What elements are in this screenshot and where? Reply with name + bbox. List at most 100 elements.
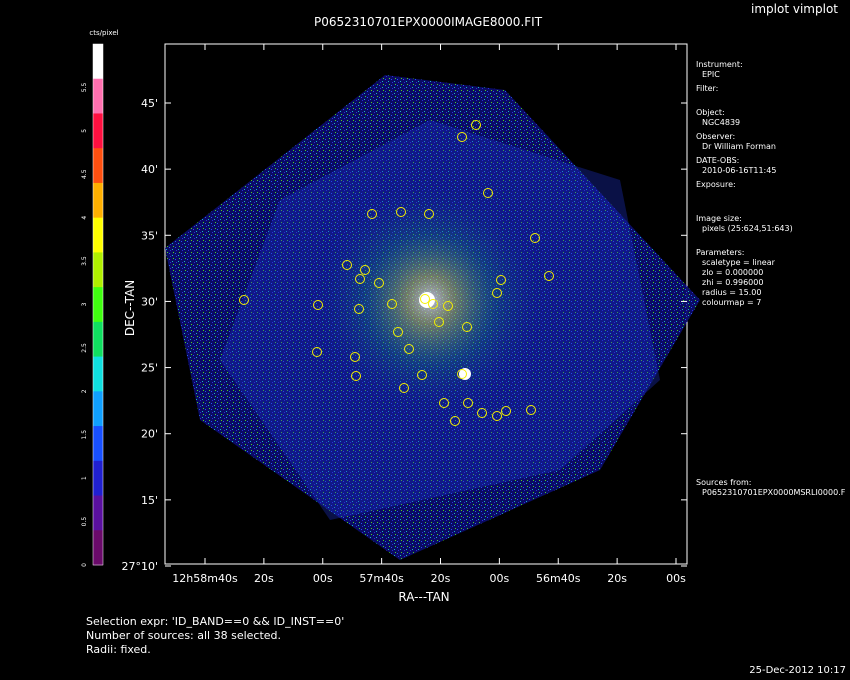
colorbar-tick-label: 2 <box>81 389 88 393</box>
y-tick-label: 27°10' <box>121 560 158 573</box>
source-markers <box>239 120 554 426</box>
source-circle <box>492 411 502 421</box>
colorbar-segment <box>93 495 103 531</box>
x-tick-label: 20s <box>607 572 627 585</box>
colorbar-tick-label: 3.5 <box>81 256 88 266</box>
sources-label: Sources from: <box>696 478 752 487</box>
y-tick-label: 25' <box>141 362 158 375</box>
object-value: NGC4839 <box>702 118 741 127</box>
chart-title: P0652310701EPX0000IMAGE8000.FIT <box>314 15 543 29</box>
observer-label: Observer: <box>696 132 736 141</box>
source-circle <box>350 352 360 362</box>
app-title: implot vimplot <box>751 2 838 16</box>
source-circle <box>530 233 540 243</box>
status-count: Number of sources: all 38 selected. <box>86 629 282 642</box>
colorbar-segment <box>93 78 103 114</box>
y-tick-label: 20' <box>141 428 158 441</box>
status-radii: Radii: fixed. <box>86 643 151 656</box>
source-circle <box>396 207 406 217</box>
date-label: DATE-OBS: <box>696 156 740 165</box>
status-panel: Selection expr: 'ID_BAND==0 && ID_INST==… <box>86 615 344 657</box>
source-circle <box>354 304 364 314</box>
source-circle <box>404 344 414 354</box>
observer-value: Dr William Forman <box>702 142 776 151</box>
colorbar-segment <box>93 460 103 497</box>
source-circle <box>393 327 403 337</box>
params-label: Parameters: <box>696 248 745 257</box>
colorbar: 0 0.5 1 1.5 2 2.5 3 3.5 4 4.5 5 5.5 <box>81 43 104 567</box>
x-tick-label: 20s <box>431 572 451 585</box>
x-tick-label: 00s <box>490 572 510 585</box>
source-circle <box>457 369 467 379</box>
source-circle <box>439 398 449 408</box>
x-tick-label: 00s <box>313 572 333 585</box>
source-circle <box>501 406 511 416</box>
colorbar-tick-label: 5 <box>81 129 88 133</box>
colorbar-segment <box>93 287 103 323</box>
source-circle <box>526 405 536 415</box>
x-tick-label: 12h58m40s <box>172 572 238 585</box>
y-axis-ticks: 27°10' 15' 20' 25' 30' 35' 40' 45' <box>121 97 687 573</box>
param-zhi: zhi = 0.996000 <box>702 278 764 287</box>
instrument-value: EPIC <box>702 70 720 79</box>
y-axis-label: DEC--TAN <box>123 280 137 336</box>
y-tick-label: 35' <box>141 229 158 242</box>
colorbar-segment <box>93 391 103 427</box>
source-circle <box>342 260 352 270</box>
x-tick-label: 57m40s <box>359 572 404 585</box>
source-circle <box>450 416 460 426</box>
colorbar-label: cts/pixel <box>89 29 118 37</box>
source-circle <box>428 299 438 309</box>
colorbar-segment <box>93 426 103 462</box>
param-zlo: zlo = 0.000000 <box>702 268 764 277</box>
source-circle <box>492 288 502 298</box>
colorbar-tick-label: 1 <box>81 476 88 480</box>
colorbar-segment <box>93 182 103 219</box>
source-circle <box>434 317 444 327</box>
source-circle <box>239 295 249 305</box>
sources-file: P0652310701EPX0000MSRLI0000.F <box>702 488 846 497</box>
y-tick-label: 40' <box>141 163 158 176</box>
source-circle <box>312 347 322 357</box>
source-circle <box>387 299 397 309</box>
date-value: 2010-06-16T11:45 <box>702 166 777 175</box>
colorbar-frame <box>92 43 104 566</box>
param-colourmap: colourmap = 7 <box>702 298 762 307</box>
object-label: Object: <box>696 108 725 117</box>
source-circle <box>417 370 427 380</box>
colorbar-tick-label: 3 <box>81 302 88 306</box>
source-circle <box>471 120 481 130</box>
x-tick-label: 00s <box>666 572 686 585</box>
source-circle <box>351 371 361 381</box>
info-panel: Instrument: EPIC Filter: Object: NGC4839… <box>696 56 850 498</box>
x-axis-ticks: 12h58m40s 20s 00s 57m40s 20s 00s 56m40s 20s 00s <box>172 44 686 585</box>
exposure-label: Exposure: <box>696 180 736 189</box>
source-circle <box>424 209 434 219</box>
source-circle <box>544 271 554 281</box>
colorbar-tick-label: 2.5 <box>81 343 88 353</box>
colorbar-tick-label: 1.5 <box>81 430 88 440</box>
x-tick-label: 56m40s <box>536 572 581 585</box>
filter-label: Filter: <box>696 84 719 93</box>
colorbar-tick-label: 4 <box>81 216 88 220</box>
source-circle <box>463 398 473 408</box>
source-circle <box>496 275 506 285</box>
source-circle <box>360 265 370 275</box>
source-circle <box>355 274 365 284</box>
colorbar-tick-label: 4.5 <box>81 169 88 179</box>
source-circle <box>420 294 430 304</box>
param-scaletype: scaletype = linear <box>702 258 775 267</box>
source-circle <box>483 188 493 198</box>
source-circle <box>313 300 323 310</box>
imagesize-value: pixels (25:624,51:643) <box>702 224 793 233</box>
x-axis-label: RA---TAN <box>398 590 449 604</box>
param-radius: radius = 15.00 <box>702 288 762 297</box>
colorbar-segment <box>93 148 103 184</box>
y-tick-label: 15' <box>141 494 158 507</box>
status-selection: Selection expr: 'ID_BAND==0 && ID_INST==… <box>86 615 345 628</box>
imagesize-label: Image size: <box>696 214 742 223</box>
x-tick-label: 20s <box>254 572 274 585</box>
source-circle <box>477 408 487 418</box>
colorbar-segment <box>93 321 103 358</box>
